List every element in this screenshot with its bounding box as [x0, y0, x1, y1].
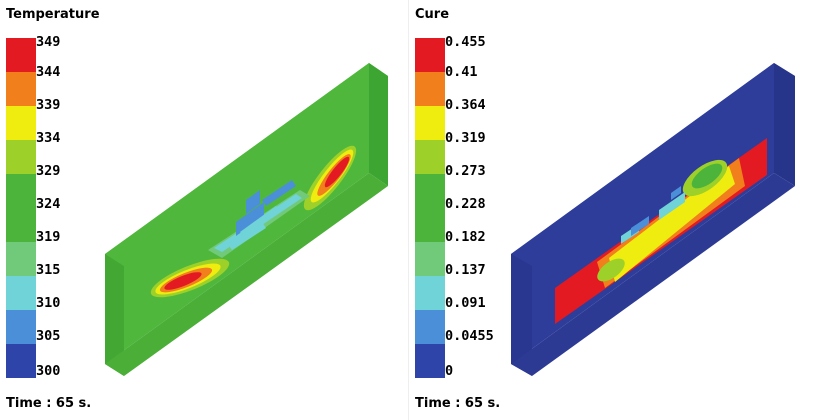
legend-label: 0.364: [445, 97, 486, 113]
temperature-panel: Temperature 349 344 339 334 329 324 319 …: [0, 0, 408, 420]
legend-swatch: [415, 276, 445, 310]
legend-swatch: [415, 242, 445, 276]
legend-label: 324: [36, 196, 61, 212]
legend-swatch: [415, 208, 445, 242]
legend-swatch: [6, 310, 36, 344]
legend-label: 319: [36, 229, 61, 245]
legend-swatch: [415, 106, 445, 140]
legend-swatch: [415, 174, 445, 208]
legend-label: 300: [36, 363, 61, 379]
legend-label: 0.228: [445, 196, 486, 212]
legend-swatch: [415, 344, 445, 378]
cure-legend: 0.455 0.41 0.364 0.319 0.273 0.228 0.182…: [415, 34, 575, 388]
legend-label: 344: [36, 64, 61, 80]
legend-swatch: [6, 242, 36, 276]
legend-label: 0.319: [445, 130, 486, 146]
legend-label: 339: [36, 97, 61, 113]
legend-label: 329: [36, 163, 61, 179]
legend-swatch: [6, 344, 36, 378]
legend-swatch: [6, 72, 36, 106]
legend-swatch: [415, 310, 445, 344]
legend-label: 0: [445, 363, 454, 379]
legend-label: 0.455: [445, 34, 486, 50]
panel-divider: [408, 0, 409, 420]
legend-swatch: [6, 38, 36, 72]
legend-label: 0.137: [445, 262, 486, 278]
cure-part-render: [511, 63, 795, 376]
temperature-time-label: Time : 65 s.: [6, 396, 92, 411]
legend-label: 0.091: [445, 295, 486, 311]
legend-label: 0.41: [445, 64, 478, 80]
legend-swatch: [6, 174, 36, 208]
temperature-title: Temperature: [6, 7, 100, 22]
temperature-part-render: [105, 63, 388, 376]
legend-label: 0.0455: [445, 328, 494, 344]
legend-swatch: [6, 208, 36, 242]
legend-swatch: [6, 106, 36, 140]
cure-title: Cure: [415, 7, 450, 22]
legend-label: 310: [36, 295, 61, 311]
temperature-legend: 349 344 339 334 329 324 319 315 310 305 …: [6, 34, 166, 388]
legend-label: 315: [36, 262, 61, 278]
legend-label: 0.273: [445, 163, 486, 179]
legend-label: 305: [36, 328, 61, 344]
legend-swatch: [6, 140, 36, 174]
legend-swatch: [415, 72, 445, 106]
legend-label: 0.182: [445, 229, 486, 245]
legend-label: 349: [36, 34, 61, 50]
cure-time-label: Time : 65 s.: [415, 396, 501, 411]
legend-label: 334: [36, 130, 61, 146]
legend-swatch: [415, 38, 445, 72]
legend-swatch: [415, 140, 445, 174]
legend-swatch: [6, 276, 36, 310]
cure-panel: Cure 0.455 0.41 0.364 0.319 0.273 0.228 …: [409, 0, 817, 420]
